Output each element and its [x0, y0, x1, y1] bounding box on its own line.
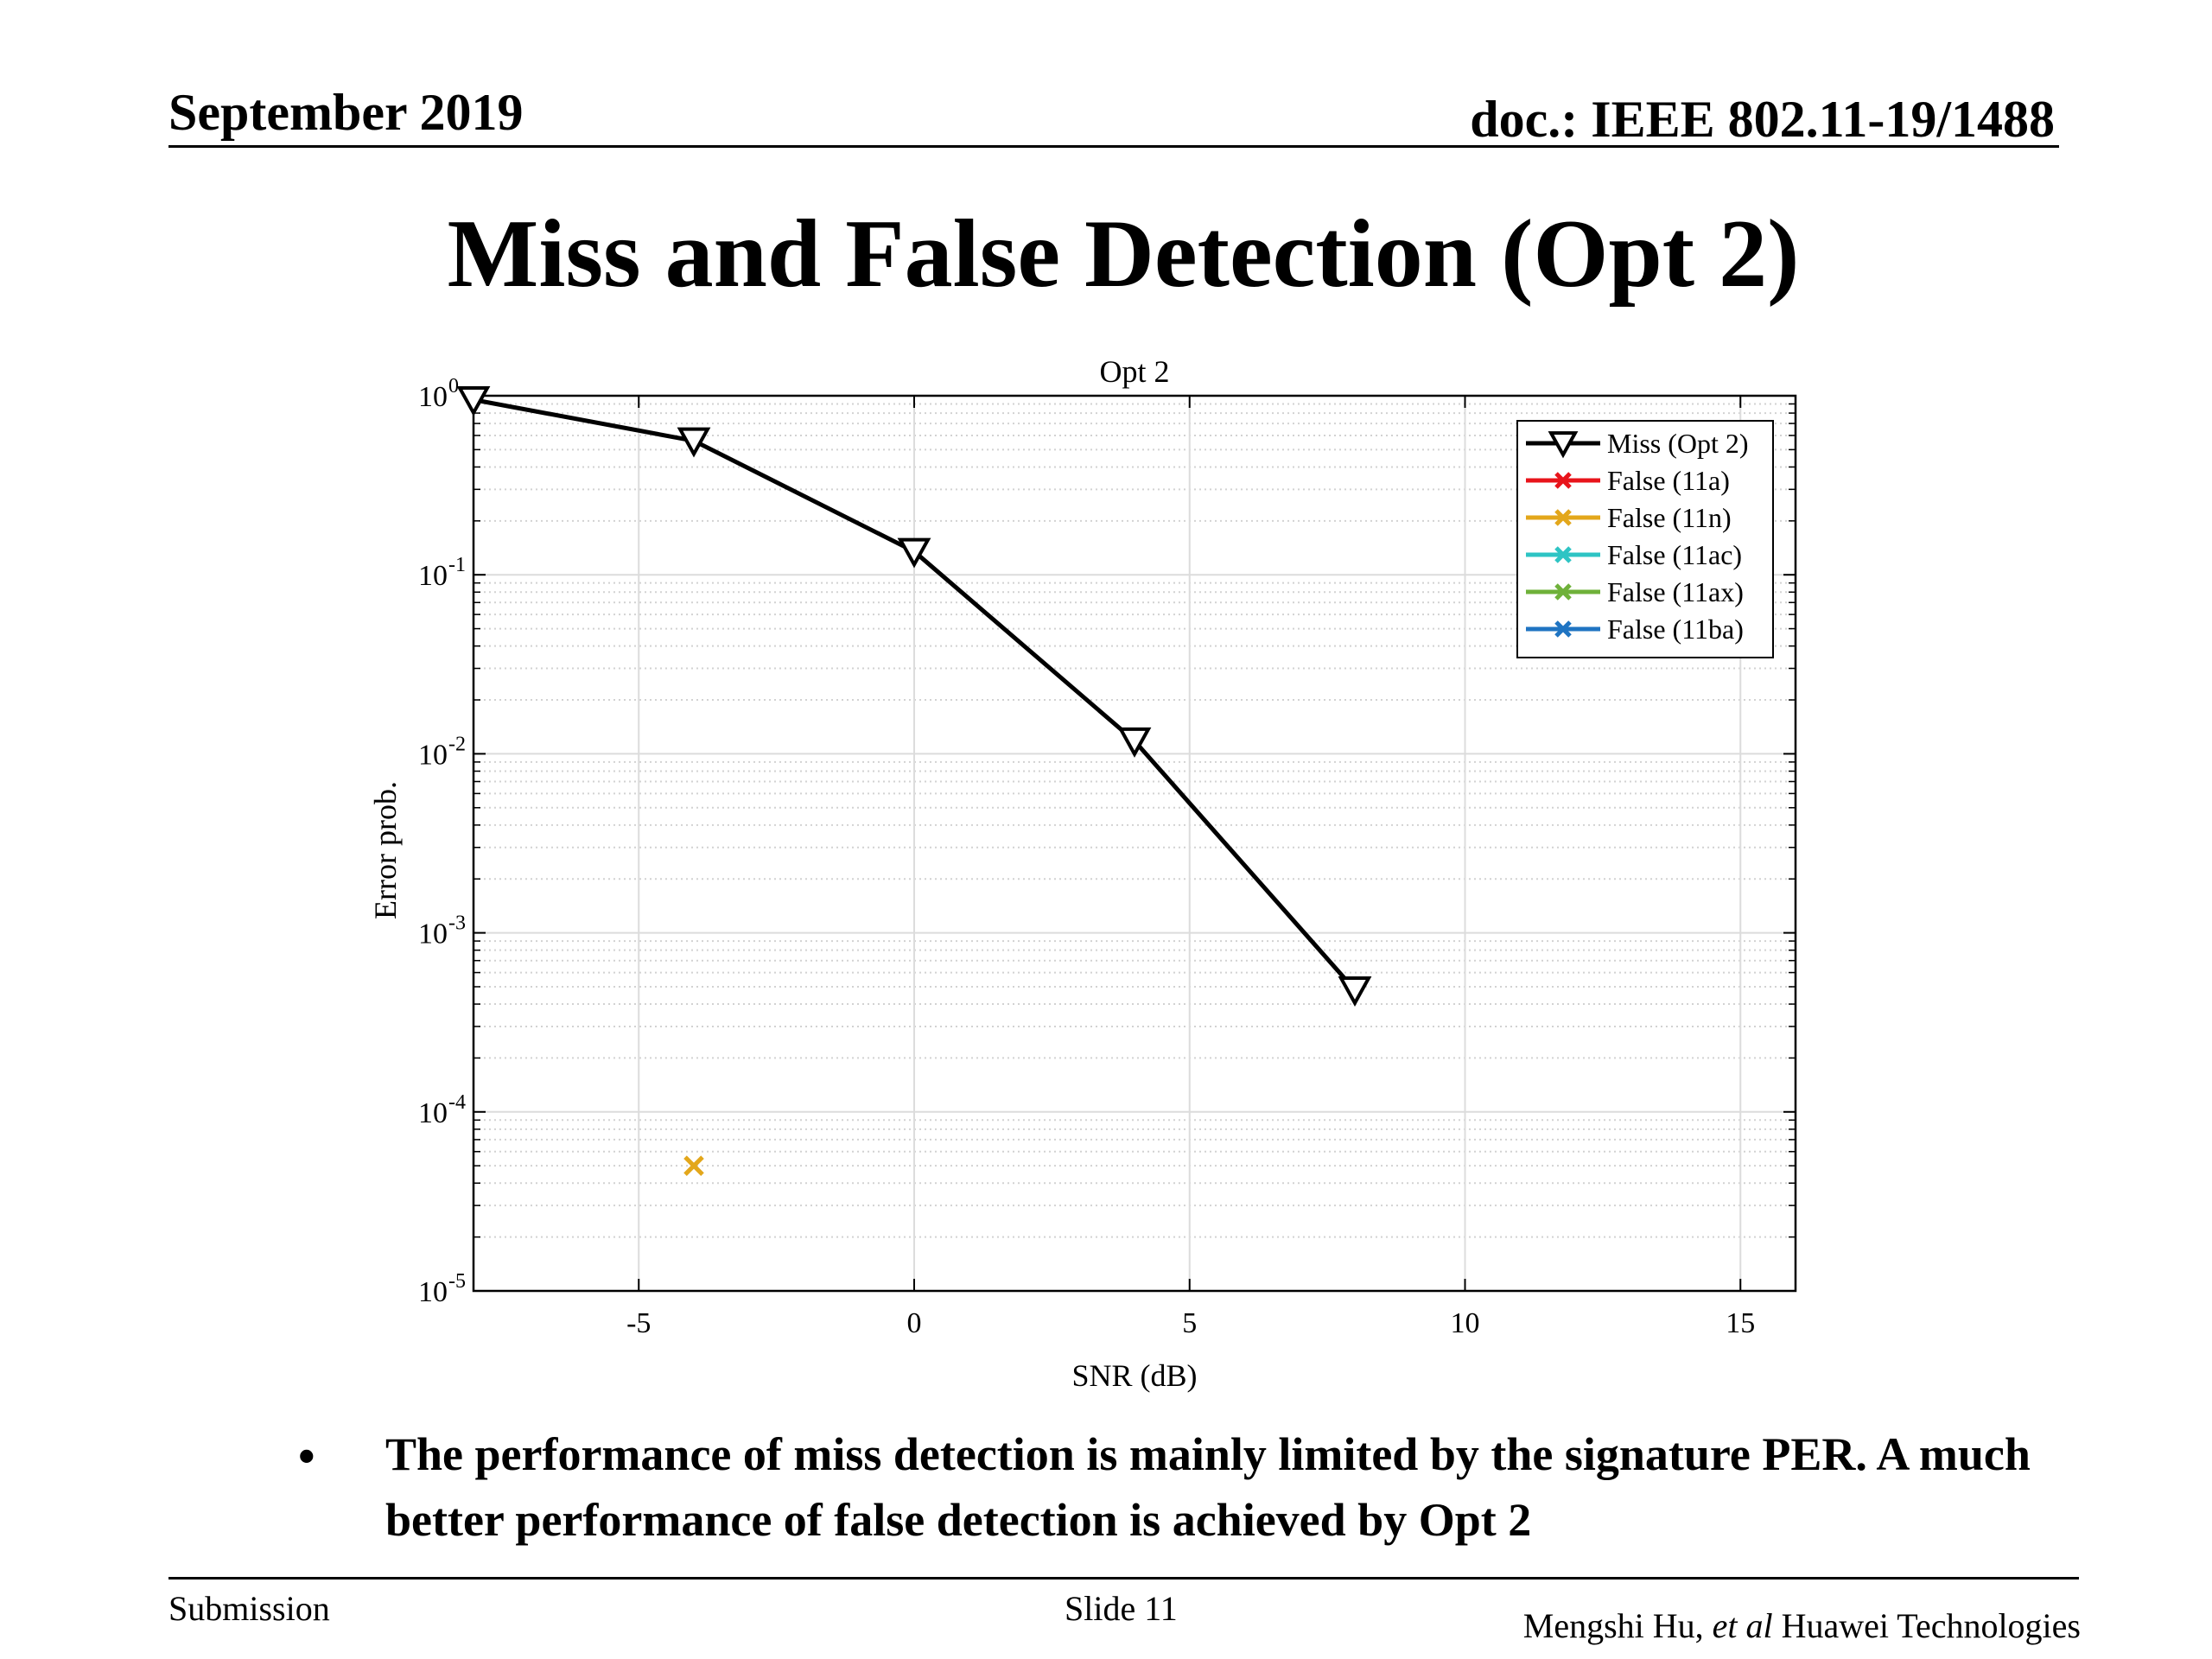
data-point-marker — [1554, 583, 1572, 601]
y-tick-label: 10 — [418, 1097, 448, 1129]
footer-author: Mengshi Hu, et al Huawei Technologies — [1523, 1609, 2081, 1643]
x-tick-label: 0 — [907, 1307, 922, 1339]
data-point-marker — [1117, 727, 1152, 758]
y-tick-exponent: -4 — [448, 1091, 466, 1114]
bullet-marker: • — [298, 1430, 315, 1484]
x-axis-label: SNR (dB) — [1071, 1358, 1197, 1393]
chart-title: Opt 2 — [1100, 354, 1170, 389]
header-date: September 2019 — [168, 84, 524, 141]
data-point-marker — [456, 386, 491, 416]
x-tick-label: 10 — [1451, 1307, 1480, 1339]
legend-label: False (11ax) — [1607, 576, 1744, 607]
slide-title: Miss and False Detection (Opt 2) — [447, 200, 1800, 308]
header-rule — [168, 145, 2059, 148]
data-point-marker — [683, 1155, 704, 1176]
y-tick-exponent: -2 — [448, 733, 466, 755]
data-point-marker — [1554, 620, 1572, 638]
legend: Miss (Opt 2) False (11a) False (11n) False … — [1516, 420, 1774, 658]
footer-organization: Huawei Technologies — [1781, 1606, 2081, 1645]
y-tick-exponent: -3 — [448, 912, 466, 935]
bullet-text: The performance of miss detection is mai… — [385, 1428, 2031, 1546]
data-point-marker — [1548, 431, 1579, 459]
legend-label: False (11a) — [1607, 465, 1730, 496]
y-tick-exponent: -1 — [448, 554, 466, 576]
data-point-marker — [897, 537, 931, 569]
y-tick-exponent: -5 — [448, 1270, 466, 1293]
legend-label: False (11ba) — [1607, 613, 1744, 645]
legend-label: False (11ac) — [1607, 539, 1742, 570]
axis-labels: Opt 2 SNR (dB) Error prob. — [368, 354, 1198, 1393]
data-point-marker — [1554, 509, 1572, 526]
footer-slide-number: Slide 11 — [1065, 1589, 1178, 1628]
y-tick-label: 10 — [418, 739, 448, 771]
y-tick-label: 10 — [418, 918, 448, 950]
x-tick-label: -5 — [626, 1307, 651, 1339]
series-layer — [456, 386, 1372, 1176]
data-point-marker — [1338, 976, 1372, 1007]
data-point-marker — [1554, 472, 1572, 489]
footer-submission: Submission — [168, 1589, 330, 1628]
footer-author-name: Mengshi Hu, — [1522, 1606, 1704, 1645]
data-point-marker — [1554, 546, 1572, 563]
legend-label: Miss (Opt 2) — [1607, 428, 1749, 459]
legend-label: False (11n) — [1607, 502, 1732, 533]
header-doc-number: doc.: IEEE 802.11-19/1488 — [1470, 91, 2055, 148]
x-tick-label: 15 — [1726, 1307, 1755, 1339]
x-tick-label: 5 — [1182, 1307, 1197, 1339]
y-tick-label: 10 — [418, 560, 448, 592]
series — [456, 386, 1372, 1007]
series — [683, 1155, 704, 1176]
y-tick-label: 10 — [418, 381, 448, 413]
plot-frame — [472, 394, 1797, 1293]
footer-rule — [168, 1577, 2079, 1580]
legend-box — [1516, 420, 1774, 658]
data-point-marker — [677, 427, 711, 458]
y-axis-label: Error prob. — [368, 781, 403, 919]
footer-etal: et al — [1712, 1606, 1773, 1645]
y-tick-label: 10 — [418, 1276, 448, 1308]
y-tick-exponent: 0 — [448, 375, 459, 397]
